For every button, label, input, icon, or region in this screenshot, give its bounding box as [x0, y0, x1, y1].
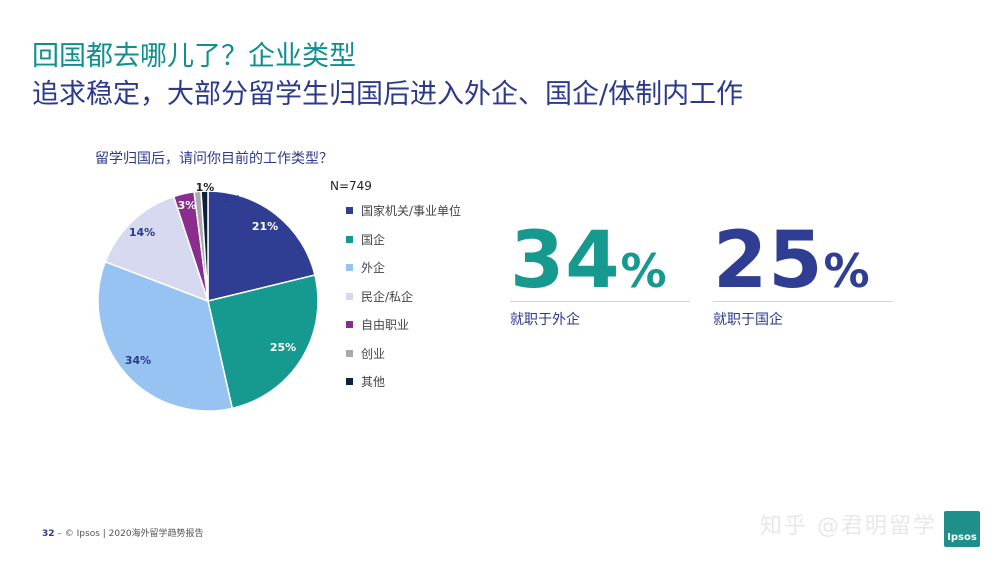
leader-line — [210, 199, 224, 205]
legend-swatch — [346, 321, 353, 328]
sample-size: N=749 — [330, 179, 372, 193]
legend-swatch — [346, 349, 353, 357]
pie-slice — [207, 274, 319, 410]
legend-swatch — [346, 207, 353, 214]
stat-state-percent: 25% — [713, 222, 870, 300]
slice-value-label: 1% — [196, 181, 215, 194]
legend-swatch — [346, 264, 353, 271]
legend-item: 其他 — [346, 373, 385, 390]
footer-separator: – — [57, 529, 62, 539]
footer: 32 – © Ipsos | 2020海外留学趋势报告 — [42, 526, 204, 539]
slice-value-label: 25% — [270, 341, 296, 354]
pie-slice — [97, 260, 234, 412]
slice-value-label: 21% — [252, 220, 278, 233]
legend-swatch — [346, 292, 353, 300]
stat-divider — [713, 301, 893, 302]
pie-slice — [200, 190, 209, 302]
footer-source: © Ipsos | 2020海外留学趋势报告 — [64, 529, 204, 539]
ipsos-logo: Ipsos — [944, 511, 980, 547]
stat-divider — [510, 301, 690, 302]
stat-number: 34 — [510, 216, 621, 306]
legend-item: 国家机关/事业单位 — [346, 202, 461, 219]
legend-swatch — [346, 235, 353, 243]
chart-title: 留学归国后，请问你目前的工作类型？ — [95, 151, 333, 167]
stat-unit: % — [620, 244, 667, 298]
legend-label: 国家机关/事业单位 — [361, 204, 462, 218]
slice-value-label: 3% — [178, 199, 197, 212]
legend-label: 其他 — [361, 375, 386, 389]
slice-value-label: 1% — [223, 193, 242, 206]
slice-value-label: 14% — [129, 226, 155, 239]
page-subtitle: 追求稳定，大部分留学生归国后进入外企、国企/体制内工作 — [32, 79, 744, 110]
page-number: 32 — [42, 529, 55, 539]
legend-item: 外企 — [346, 259, 385, 276]
legend-item: 自由职业 — [346, 316, 409, 333]
legend-item: 创业 — [346, 345, 385, 362]
legend-item: 国企 — [346, 231, 385, 248]
watermark: 知乎 @君明留学 — [760, 514, 937, 539]
legend-label: 自由职业 — [361, 318, 410, 332]
page-title: 回国都去哪儿了？企业类型 — [32, 41, 356, 72]
pie-slice — [104, 195, 210, 303]
stat-number: 25 — [713, 216, 824, 306]
stat-foreign-percent: 34% — [510, 222, 667, 300]
stat-unit: % — [823, 244, 870, 298]
legend-item: 民企/私企 — [346, 288, 413, 305]
stat-label: 就职于国企 — [713, 312, 783, 328]
slice-value-label: 34% — [125, 354, 151, 367]
pie-slice — [207, 190, 316, 302]
legend-label: 民企/私企 — [361, 289, 414, 304]
legend-swatch — [346, 378, 353, 385]
legend-label: 创业 — [361, 346, 386, 361]
legend-label: 外企 — [361, 261, 386, 275]
stat-label: 就职于外企 — [510, 312, 580, 328]
legend-label: 国企 — [361, 232, 386, 247]
